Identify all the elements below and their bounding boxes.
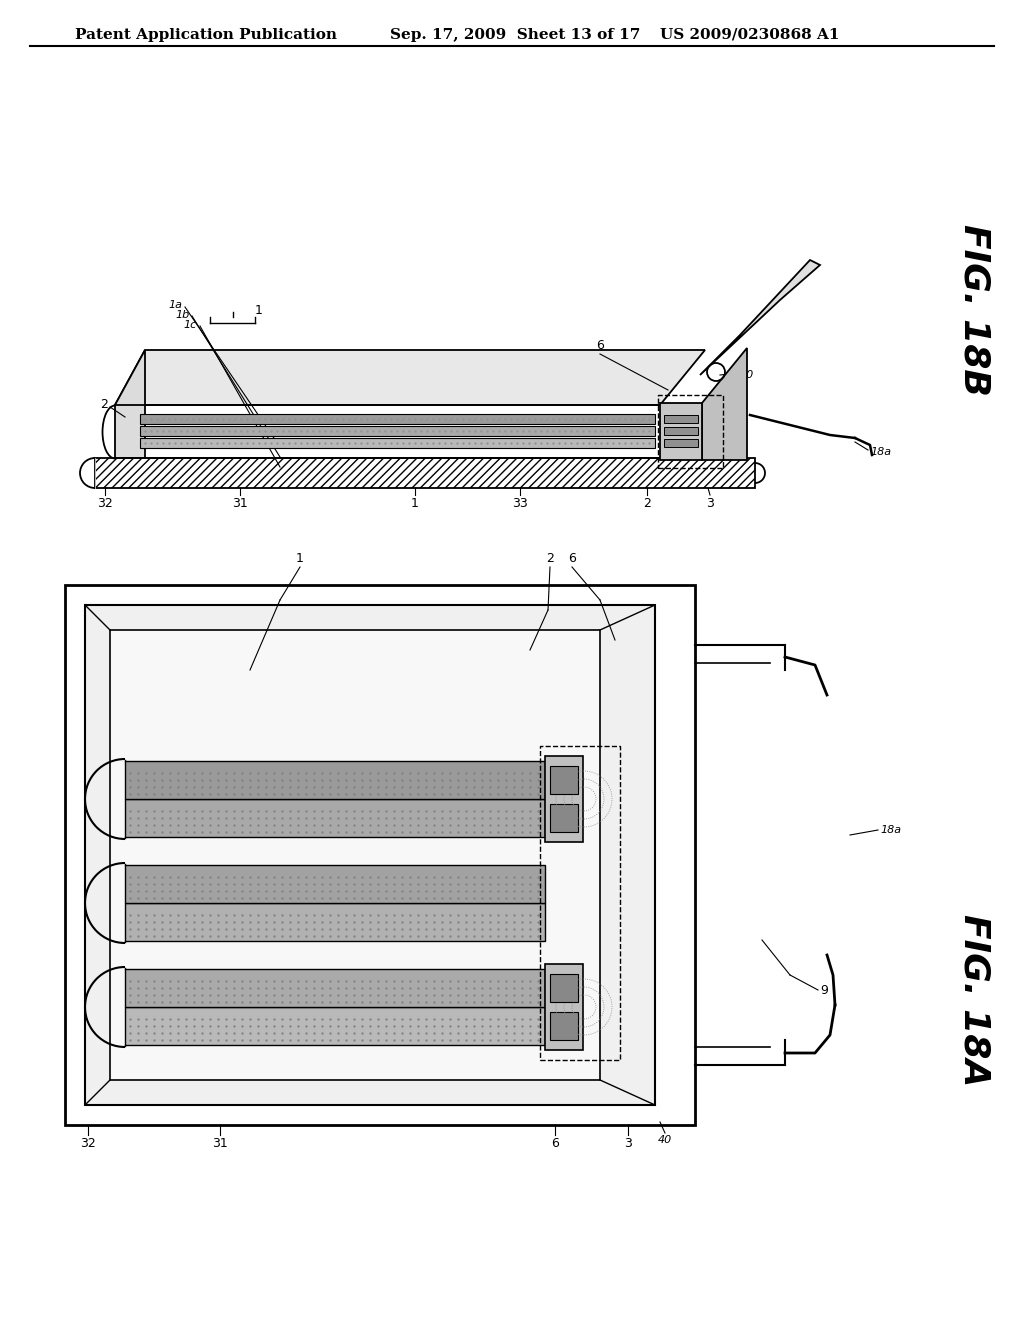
Text: 1a: 1a: [168, 300, 182, 310]
Bar: [545, 964, 583, 1049]
Text: 1: 1: [255, 304, 263, 317]
Text: 1b: 1b: [175, 310, 189, 319]
Bar: [110, 630, 600, 1080]
Text: 2: 2: [100, 399, 108, 412]
Bar: [85, 605, 655, 1105]
Bar: [545, 756, 583, 842]
Bar: [550, 974, 578, 1002]
Text: 1: 1: [411, 498, 419, 510]
Polygon shape: [115, 350, 705, 405]
Text: Sep. 17, 2009  Sheet 13 of 17: Sep. 17, 2009 Sheet 13 of 17: [390, 28, 640, 42]
Text: 6: 6: [568, 552, 575, 565]
Bar: [664, 440, 698, 447]
Polygon shape: [115, 350, 145, 458]
Bar: [125, 762, 545, 799]
Text: 2: 2: [546, 552, 554, 565]
Text: 33: 33: [512, 498, 528, 510]
Text: 31: 31: [212, 1137, 228, 1150]
Bar: [664, 414, 698, 422]
Bar: [125, 865, 545, 903]
Text: 6: 6: [551, 1137, 559, 1150]
Text: 18a: 18a: [880, 825, 901, 836]
Bar: [140, 414, 655, 424]
Text: 40: 40: [740, 370, 755, 380]
Text: 9: 9: [820, 983, 827, 997]
Text: 3: 3: [707, 498, 714, 510]
Text: FIG. 18A: FIG. 18A: [958, 913, 992, 1086]
Polygon shape: [702, 348, 746, 459]
Bar: [125, 903, 545, 941]
Bar: [140, 438, 655, 447]
Text: 1: 1: [296, 552, 304, 565]
Text: 6: 6: [596, 339, 604, 352]
Bar: [125, 799, 545, 837]
Text: 18a: 18a: [870, 447, 891, 457]
Bar: [550, 1012, 578, 1040]
Text: US 2009/0230868 A1: US 2009/0230868 A1: [660, 28, 840, 42]
Bar: [660, 403, 702, 459]
Bar: [664, 426, 698, 436]
Text: 3: 3: [624, 1137, 632, 1150]
Text: 40: 40: [657, 1135, 672, 1144]
Bar: [125, 969, 545, 1007]
Bar: [125, 1007, 545, 1045]
Text: 2: 2: [643, 498, 651, 510]
Text: 32: 32: [97, 498, 113, 510]
Bar: [140, 426, 655, 436]
Text: 32: 32: [80, 1137, 96, 1150]
Text: FIG. 18B: FIG. 18B: [958, 224, 992, 396]
Bar: [65, 585, 695, 1125]
Text: 1c: 1c: [183, 319, 197, 330]
Text: Patent Application Publication: Patent Application Publication: [75, 28, 337, 42]
Bar: [550, 766, 578, 795]
Polygon shape: [700, 260, 820, 375]
Text: 31: 31: [232, 498, 248, 510]
Bar: [95, 458, 755, 488]
Bar: [550, 804, 578, 832]
